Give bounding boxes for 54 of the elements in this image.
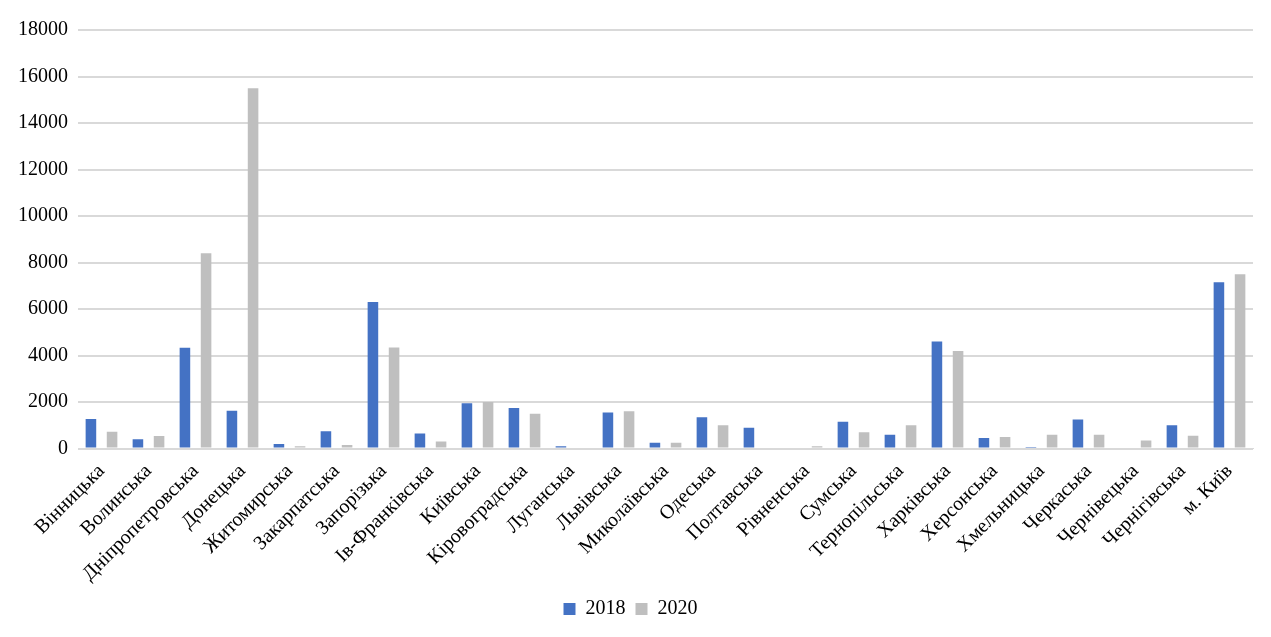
bar: [200, 253, 212, 448]
bar: [247, 88, 259, 448]
bar: [273, 443, 285, 448]
bar: [529, 413, 541, 448]
legend-label: 2020: [657, 596, 698, 619]
bar: [341, 445, 353, 448]
bar: [649, 442, 661, 448]
bar: [952, 350, 964, 448]
bar: [1234, 274, 1246, 448]
bar: [1140, 440, 1152, 448]
y-tick-label: 10000: [18, 203, 68, 226]
bar: [999, 436, 1011, 448]
y-tick-label: 16000: [18, 63, 68, 86]
bar: [482, 402, 494, 448]
bar: [132, 439, 144, 448]
bar: [717, 425, 729, 448]
bar: [85, 419, 97, 448]
bar: [367, 302, 379, 448]
bar: [743, 427, 755, 448]
bar: [858, 432, 870, 448]
bar: [623, 411, 635, 448]
y-tick-label: 8000: [28, 249, 68, 272]
bar: [602, 412, 614, 448]
bar: [106, 431, 118, 448]
bar: [320, 431, 332, 448]
y-tick-label: 12000: [18, 156, 68, 179]
legend-label: 2018: [585, 596, 626, 619]
bar: [179, 347, 191, 448]
bar: [1213, 282, 1225, 448]
bar: [388, 347, 400, 448]
bar: [837, 421, 849, 448]
y-tick-label: 2000: [28, 389, 68, 412]
y-tick-label: 0: [58, 435, 68, 458]
bar: [696, 417, 708, 448]
bar: [226, 410, 238, 448]
bar: [978, 438, 990, 448]
bar: [670, 442, 682, 448]
bar: [931, 341, 943, 448]
bar: [1072, 419, 1084, 448]
bar: [461, 403, 473, 448]
y-tick-label: 14000: [18, 110, 68, 133]
bar: [435, 441, 447, 448]
bar: [1187, 435, 1199, 448]
bar: [1093, 434, 1105, 448]
bar: [508, 407, 520, 448]
y-tick-label: 18000: [18, 17, 68, 40]
y-tick-label: 4000: [28, 342, 68, 365]
bar: [414, 433, 426, 448]
bar: [905, 425, 917, 448]
bar: [153, 436, 165, 448]
bar: [1166, 425, 1178, 448]
bar: [1046, 434, 1058, 448]
bar: [884, 434, 896, 448]
y-tick-label: 6000: [28, 296, 68, 319]
